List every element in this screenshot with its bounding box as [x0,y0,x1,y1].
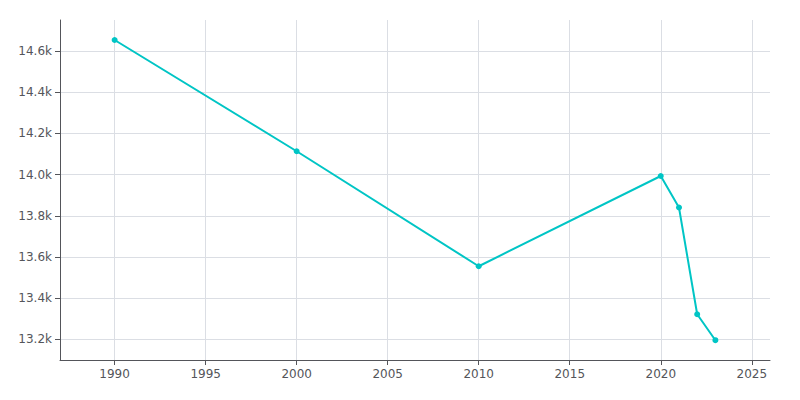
svg-text:13.2k: 13.2k [18,332,52,346]
svg-text:2010: 2010 [463,367,494,381]
svg-text:1995: 1995 [190,367,221,381]
svg-text:14.4k: 14.4k [18,85,52,99]
svg-text:14.2k: 14.2k [18,126,52,140]
svg-text:2000: 2000 [281,367,312,381]
svg-text:2025: 2025 [737,367,768,381]
svg-text:14.6k: 14.6k [18,44,52,58]
svg-text:14.0k: 14.0k [18,168,52,182]
svg-text:13.4k: 13.4k [18,291,52,305]
svg-text:2020: 2020 [645,367,676,381]
svg-text:1990: 1990 [99,367,130,381]
svg-text:2005: 2005 [372,367,403,381]
svg-text:13.6k: 13.6k [18,250,52,264]
svg-text:13.8k: 13.8k [18,209,52,223]
svg-text:2015: 2015 [554,367,585,381]
